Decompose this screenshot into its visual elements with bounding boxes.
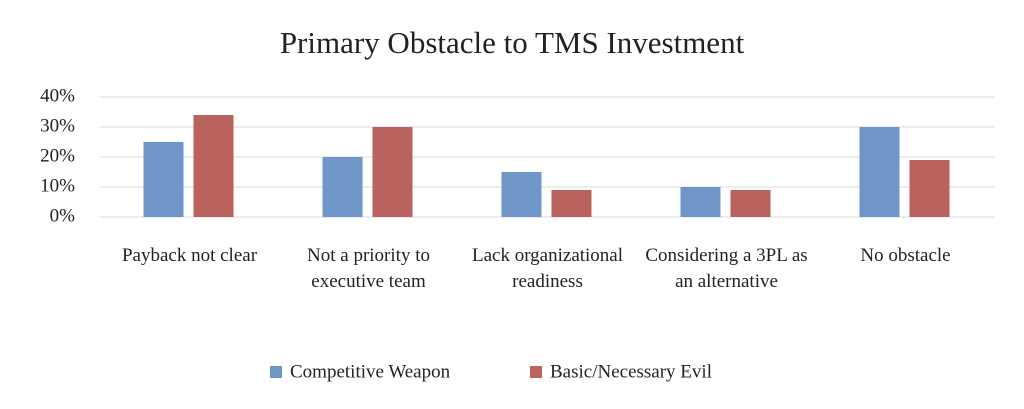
bar	[551, 190, 592, 217]
bar	[680, 187, 721, 217]
legend-swatch	[270, 366, 282, 378]
bar	[501, 172, 542, 217]
x-tick-label: Not a priority to executive team	[307, 245, 430, 292]
legend-label: Basic/Necessary Evil	[550, 361, 712, 382]
bar	[909, 160, 950, 217]
y-tick-label: 40%	[40, 85, 75, 106]
x-tick-label: Lack organizational readiness	[471, 245, 624, 292]
chart-title: Primary Obstacle to TMS Investment	[280, 25, 745, 60]
legend-swatch	[530, 366, 542, 378]
y-tick-label: 0%	[50, 205, 76, 226]
x-tick-label: No obstacle	[860, 245, 951, 266]
x-tick-label: Considering a 3PL as an alternative	[645, 245, 808, 292]
y-tick-label: 30%	[40, 115, 75, 136]
y-tick-label: 20%	[40, 145, 75, 166]
bar	[322, 157, 363, 217]
legend-label: Competitive Weapon	[290, 361, 451, 382]
bar	[859, 127, 900, 217]
bar	[372, 127, 413, 217]
bar	[730, 190, 771, 217]
x-tick-label: Payback not clear	[121, 245, 258, 266]
bar	[193, 115, 234, 217]
y-tick-label: 10%	[40, 175, 75, 196]
bar	[143, 142, 184, 217]
